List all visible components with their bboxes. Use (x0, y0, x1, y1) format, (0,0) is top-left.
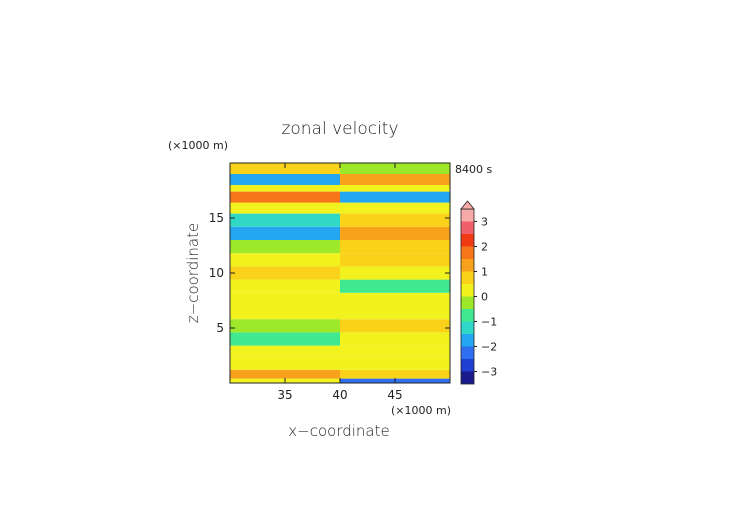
band-8-right (340, 279, 450, 293)
band-6-left (230, 306, 340, 320)
band-14-left (230, 202, 340, 214)
colorbar-segment (461, 271, 474, 284)
x-axis-unit: (×1000 m) (391, 404, 451, 417)
chart-title: zonal velocity (281, 119, 398, 139)
band-10-left (230, 253, 340, 267)
colorbar-segment (461, 259, 474, 272)
band-4-left (230, 332, 340, 346)
band-7-left (230, 292, 340, 306)
band-4-right (340, 332, 450, 346)
band-15-right (340, 191, 450, 203)
band-13-right (340, 213, 450, 227)
band-13-left (230, 213, 340, 227)
band-11-left (230, 240, 340, 254)
band-18-left (230, 163, 340, 174)
x-axis-label: x−coordinate (288, 422, 389, 440)
band-7-right (340, 292, 450, 306)
colorbar-segment (461, 296, 474, 309)
band-17-right (340, 174, 450, 185)
time-label: 8400 s (455, 163, 492, 176)
band-9-left (230, 266, 340, 280)
band-12-left (230, 226, 340, 240)
band-6-right (340, 306, 450, 320)
colorbar-tick-label: −3 (481, 366, 497, 379)
colorbar-segment (461, 321, 474, 334)
x-tick-label: 45 (387, 388, 402, 402)
band-8-left (230, 279, 340, 293)
band-5-right (340, 319, 450, 333)
band-9-right (340, 266, 450, 280)
band-10-right (340, 253, 450, 267)
colorbar-segment (461, 334, 474, 347)
colorbar-segment (461, 246, 474, 259)
colorbar-segment (461, 359, 474, 372)
colorbar-tick-label: −2 (481, 341, 497, 354)
band-1-left (230, 369, 340, 379)
band-3-left (230, 345, 340, 357)
band-1-right (340, 369, 450, 379)
colorbar: 3 2 1 0 −1 −2 −3 (460, 200, 497, 385)
colorbar-segment (461, 346, 474, 359)
y-tick-label: 10 (209, 266, 224, 280)
band-17-left (230, 174, 340, 185)
band-14-right (340, 202, 450, 214)
band-18-right (340, 163, 450, 174)
x-tick-label: 35 (277, 388, 292, 402)
y-axis-unit: (×1000 m) (168, 139, 228, 152)
colorbar-segment (461, 209, 474, 222)
colorbar-tick-label: 3 (481, 216, 488, 229)
band-2-left (230, 356, 340, 370)
colorbar-extend-arrow (460, 200, 475, 210)
colorbar-tick-label: 1 (481, 266, 488, 279)
x-tick-label: 40 (332, 388, 347, 402)
band-16-left (230, 185, 340, 192)
colorbar-tick-label: −1 (481, 316, 497, 329)
band-5-left (230, 319, 340, 333)
colorbar-segment (461, 284, 474, 297)
colorbar-segment (461, 371, 474, 384)
y-axis-label: z−coordinate (184, 223, 202, 323)
colorbar-tick-label: 2 (481, 241, 488, 254)
y-tick-label: 15 (209, 211, 224, 225)
band-3-right (340, 345, 450, 357)
band-16-right (340, 185, 450, 192)
colorbar-tick-label: 0 (481, 291, 488, 304)
colorbar-segment (461, 234, 474, 247)
contour-plot-area: 35 40 45 5 10 15 (209, 162, 451, 402)
y-tick-label: 5 (216, 321, 224, 335)
band-11-right (340, 240, 450, 254)
colorbar-segment (461, 221, 474, 234)
colorbar-segment (461, 309, 474, 322)
band-2-right (340, 356, 450, 370)
band-15-left (230, 191, 340, 203)
band-12-right (340, 226, 450, 240)
